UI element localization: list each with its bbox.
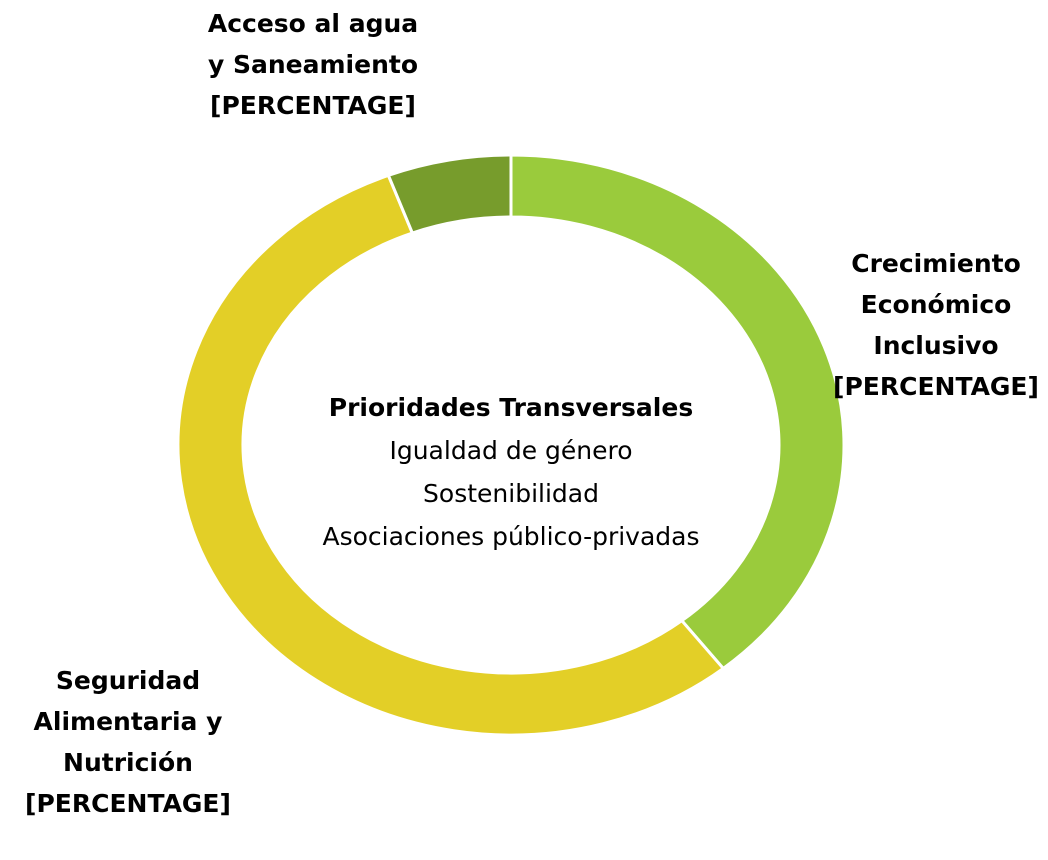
- donut-segment: [176, 173, 726, 737]
- center-text: Prioridades Transversales Igualdad de gé…: [261, 386, 761, 558]
- center-line: Igualdad de género: [389, 436, 633, 465]
- value-label: [PERCENTAGE]: [833, 372, 1039, 401]
- center-line: Asociaciones público-privadas: [322, 522, 700, 551]
- donut-segment: [509, 153, 846, 671]
- center-title: Prioridades Transversales: [328, 393, 694, 422]
- donut-segment: [386, 153, 513, 235]
- category-label: Acceso al agua y Saneamiento: [207, 9, 419, 79]
- data-label: Seguridad Alimentaria y Nutrición [PERCE…: [10, 660, 246, 824]
- value-label: [PERCENTAGE]: [210, 91, 416, 120]
- center-line: Sostenibilidad: [423, 479, 599, 508]
- data-label: Acceso al agua y Saneamiento [PERCENTAGE…: [200, 3, 426, 126]
- data-label: Crecimiento Económico Inclusivo [PERCENT…: [830, 243, 1042, 407]
- category-label: Crecimiento Económico Inclusivo: [851, 249, 1021, 360]
- category-label: Seguridad Alimentaria y Nutrición: [33, 666, 223, 777]
- value-label: [PERCENTAGE]: [25, 789, 231, 818]
